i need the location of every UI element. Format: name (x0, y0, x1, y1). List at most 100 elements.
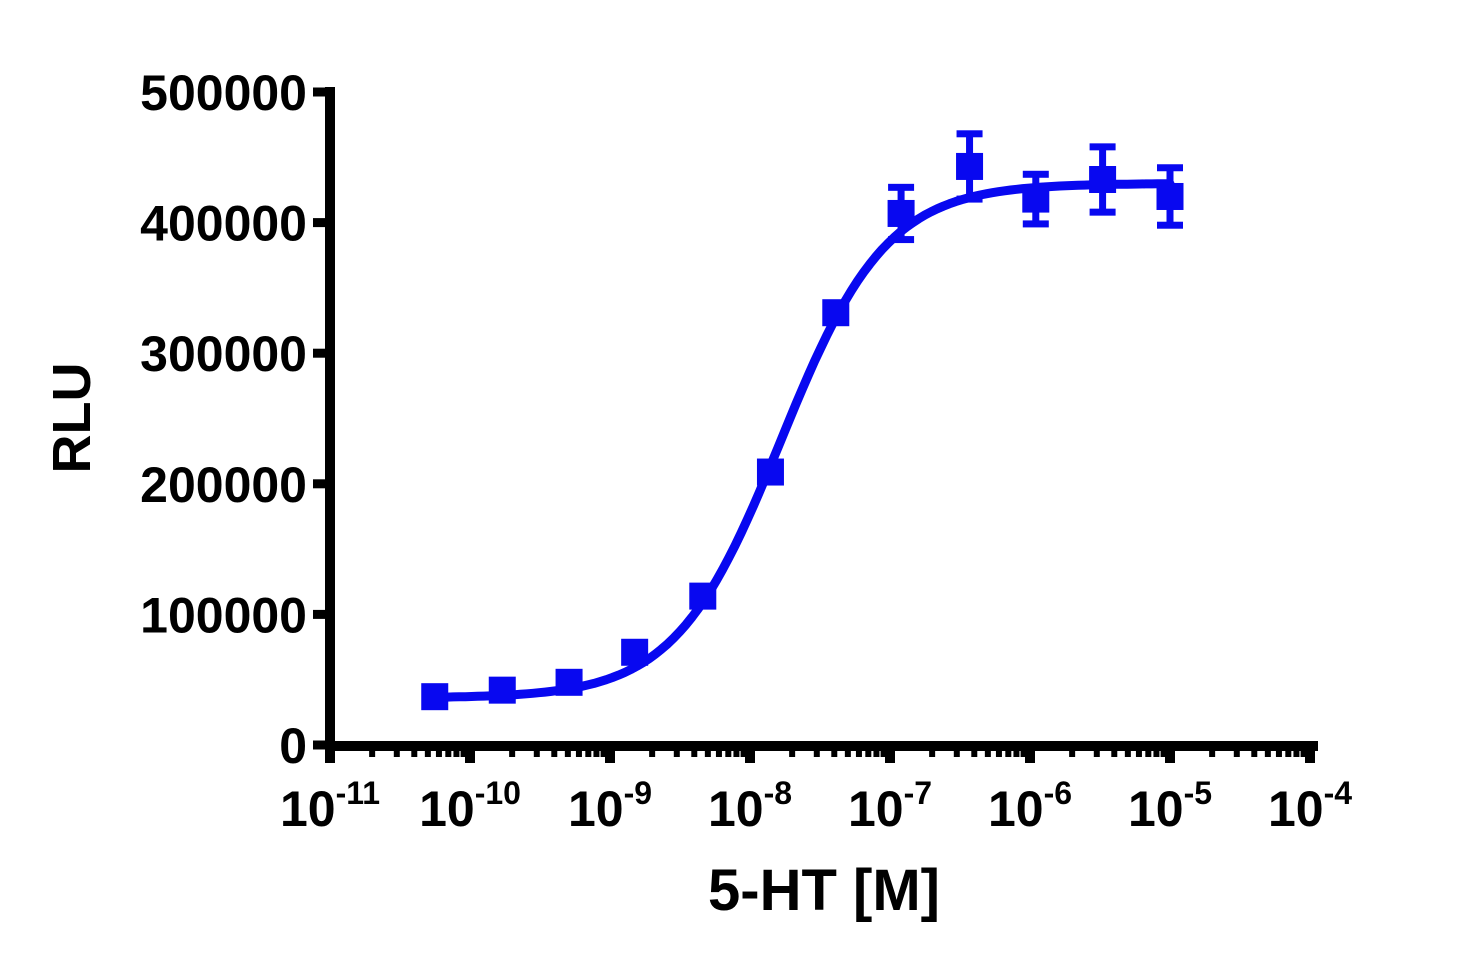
x-axis-line (325, 741, 1318, 751)
y-tick-label: 400000 (140, 196, 307, 252)
x-minor-tick (715, 746, 722, 757)
y-major-tick (313, 348, 335, 358)
x-tick-label: 10-4 (1268, 775, 1352, 837)
x-minor-tick (435, 746, 442, 757)
y-major-tick (313, 218, 335, 228)
y-major-tick (313, 609, 335, 619)
error-bar-cap-top (1089, 143, 1116, 151)
x-minor-tick (551, 746, 558, 757)
x-minor-tick (984, 746, 991, 757)
x-minor-tick (369, 746, 376, 757)
x-tick-label: 10-7 (848, 775, 932, 837)
x-minor-tick (1005, 746, 1012, 757)
x-minor-tick (1111, 746, 1118, 757)
x-minor-tick (1135, 746, 1142, 757)
x-tick-label: 10-8 (708, 775, 792, 837)
y-tick-label: 500000 (140, 65, 307, 121)
axes (325, 87, 1318, 763)
data-point-marker (1022, 185, 1050, 213)
x-minor-tick (1153, 746, 1160, 757)
x-minor-tick (1233, 746, 1240, 757)
x-tick-label: 10-9 (568, 775, 652, 837)
x-minor-tick (411, 746, 418, 757)
data-point-marker (956, 152, 984, 180)
data-point-marker (887, 199, 915, 227)
x-minor-tick (953, 746, 960, 757)
x-minor-tick (1069, 746, 1076, 757)
error-bar-cap-bottom (1089, 208, 1116, 216)
error-bar-cap-top (1022, 170, 1049, 178)
data-point-marker (822, 299, 850, 327)
y-major-tick (313, 87, 335, 97)
y-tick-label: 0 (279, 718, 307, 774)
y-tick-label: 300000 (140, 326, 307, 382)
x-minor-tick (789, 746, 796, 757)
x-minor-tick (1251, 746, 1258, 757)
x-minor-tick (1285, 746, 1292, 757)
x-minor-tick (995, 746, 1002, 757)
x-minor-tick (691, 746, 698, 757)
x-minor-tick (445, 746, 452, 757)
error-bar-cap-bottom (1157, 221, 1183, 229)
x-minor-tick (453, 746, 460, 757)
x-major-tick (325, 746, 335, 763)
x-major-tick (1165, 746, 1175, 763)
error-bar-cap-bottom (888, 236, 915, 244)
x-minor-tick (740, 746, 747, 757)
error-bar-cap-bottom (1022, 220, 1049, 228)
data-series (421, 130, 1184, 711)
x-minor-tick (424, 746, 431, 757)
x-minor-tick (673, 746, 680, 757)
x-minor-tick (733, 746, 740, 757)
x-minor-tick (873, 746, 880, 757)
x-minor-tick (844, 746, 851, 757)
x-minor-tick (1264, 746, 1271, 757)
x-minor-tick (509, 746, 516, 757)
fit-curve (430, 179, 1175, 702)
x-major-tick (605, 746, 615, 763)
data-point-marker (421, 683, 449, 711)
x-major-tick (885, 746, 895, 763)
x-minor-tick (1093, 746, 1100, 757)
x-minor-tick (593, 746, 600, 757)
x-minor-tick (564, 746, 571, 757)
y-axis-line (325, 87, 335, 763)
x-major-tick (465, 746, 475, 763)
x-minor-tick (1300, 746, 1307, 757)
x-tick-label: 10-5 (1128, 775, 1212, 837)
x-minor-tick (1145, 746, 1152, 757)
data-point-marker (756, 458, 784, 486)
x-minor-tick (855, 746, 862, 757)
x-minor-tick (585, 746, 592, 757)
y-major-tick (313, 740, 335, 750)
x-minor-tick (1020, 746, 1027, 757)
y-major-tick (313, 479, 335, 489)
data-point-marker (1156, 182, 1184, 210)
error-bar-cap-top (888, 183, 915, 191)
x-minor-tick (533, 746, 540, 757)
axis-tick-labels: 0 100000 200000 300000 400000 500000 10-11 10-1… (140, 65, 1352, 837)
data-point-marker (555, 668, 583, 696)
error-bar-cap-bottom (956, 195, 983, 203)
x-minor-tick (600, 746, 607, 757)
x-minor-tick (1209, 746, 1216, 757)
error-bar-cap-top (1157, 164, 1183, 172)
x-tick-label: 10-11 (280, 775, 380, 837)
data-point-marker (1089, 166, 1117, 194)
x-minor-tick (393, 746, 400, 757)
x-major-tick (1025, 746, 1035, 763)
x-minor-tick (704, 746, 711, 757)
x-major-tick (1305, 746, 1315, 763)
x-axis-title: 5-HT [M] (708, 858, 940, 923)
x-minor-tick (1124, 746, 1131, 757)
x-minor-tick (929, 746, 936, 757)
x-minor-tick (460, 746, 467, 757)
y-tick-label: 100000 (140, 587, 307, 643)
y-axis-title: RLU (42, 363, 102, 474)
x-minor-tick (649, 746, 656, 757)
x-minor-tick (880, 746, 887, 757)
x-minor-tick (831, 746, 838, 757)
x-tick-label: 10-10 (419, 775, 521, 837)
